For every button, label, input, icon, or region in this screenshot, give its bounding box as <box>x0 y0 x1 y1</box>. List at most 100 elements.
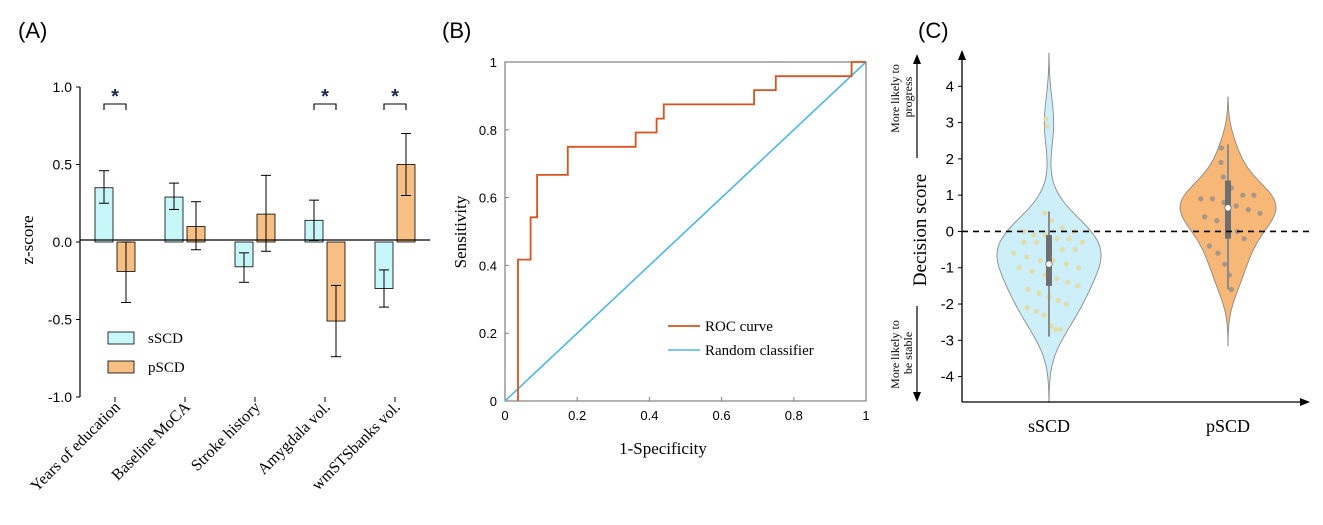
data-point-pscd <box>1220 174 1226 180</box>
a-ytick-label: -1.0 <box>48 389 72 405</box>
panel-c-y-label: Decision score <box>910 174 931 286</box>
data-point-pscd <box>1245 207 1251 213</box>
panel-a-legend: sSCD pSCD <box>107 331 185 376</box>
panel-b-ticks: 0 0.2 0.4 0.6 0.8 1 0 0.2 0.4 0.6 0.8 1 <box>479 55 870 423</box>
median-marker-pscd <box>1224 204 1232 212</box>
annotation-progress-line1: More likely to <box>888 64 902 133</box>
stable-arrowhead <box>913 392 921 402</box>
data-point-sscd <box>1054 276 1060 282</box>
data-point-sscd <box>1050 257 1056 264</box>
a-ytick-label: 0.0 <box>53 234 73 250</box>
data-point-sscd <box>1059 247 1065 253</box>
legend-label-sscd: sSCD <box>148 331 183 347</box>
significance-bracket <box>103 103 127 110</box>
annotation-progress-line2: progress <box>901 76 915 117</box>
legend-label-roc: ROC curve <box>705 319 773 335</box>
c-ytick-label: 2 <box>946 151 954 168</box>
panel-c: (C) 4 3 2 1 0 -1 -2 -3 -4 sSCD pSCD Decision scor… <box>888 18 1310 436</box>
legend-label-random: Random classifier <box>705 343 814 359</box>
data-point-sscd <box>1076 265 1082 271</box>
data-point-sscd <box>1029 268 1035 274</box>
data-point-sscd <box>1041 312 1047 318</box>
c-xtick-label: sSCD <box>1028 416 1070 436</box>
panel-a: (A) * * * 1.0 0.5 0.0 -0.5 -1.0 Years of educa… <box>18 18 430 495</box>
data-point-sscd <box>1031 232 1037 238</box>
iqr-box-sscd <box>1046 235 1052 286</box>
data-point-sscd <box>1033 308 1039 314</box>
data-point-pscd <box>1222 261 1228 267</box>
data-point-sscd <box>1072 247 1078 253</box>
panel-a-label: (A) <box>18 18 47 43</box>
a-xtick-label: Stroke history <box>188 399 264 475</box>
data-point-sscd <box>1021 239 1027 245</box>
panel-a-bars <box>94 164 416 322</box>
data-point-sscd <box>1037 257 1043 264</box>
data-point-sscd <box>1052 326 1059 332</box>
c-ytick-label: -4 <box>941 369 954 386</box>
data-point-sscd <box>1036 290 1042 296</box>
data-point-pscd <box>1241 236 1247 242</box>
data-point-pscd <box>1257 210 1263 216</box>
panel-b: (B) 0 0.2 0.4 0.6 0.8 1 0 0.2 0.4 0.6 0.8 1 1-Speci… <box>442 18 870 458</box>
b-ytick-label: 1 <box>490 55 497 70</box>
data-point-sscd <box>1054 236 1060 242</box>
data-point-sscd <box>1024 305 1030 311</box>
data-point-pscd <box>1202 214 1208 220</box>
data-point-pscd <box>1251 192 1257 198</box>
random-classifier-line <box>504 61 867 402</box>
c-ytick-label: 4 <box>946 78 954 95</box>
panel-b-y-label: Sensitivity <box>451 195 470 268</box>
c-ytick-label: -3 <box>941 332 954 349</box>
data-point-sscd <box>1079 239 1085 245</box>
panel-b-frame <box>504 61 867 402</box>
panel-c-violins <box>996 52 1277 403</box>
b-ytick-label: 0 <box>490 394 497 409</box>
c-ytick-label: 1 <box>946 187 954 204</box>
data-point-sscd <box>1042 210 1048 216</box>
median-marker-sscd <box>1045 260 1053 268</box>
c-ytick-label: 0 <box>946 223 954 240</box>
progress-arrowhead <box>913 54 921 64</box>
annotation-stable: More likely to be stable <box>888 306 921 402</box>
b-xtick-label: 0.2 <box>568 408 586 423</box>
panel-a-significance: * * * <box>103 86 407 110</box>
panel-c-y-ticks: 4 3 2 1 0 -1 -2 -3 -4 <box>941 78 962 386</box>
data-point-sscd <box>1075 283 1081 289</box>
a-ytick-label: 0.5 <box>53 157 73 173</box>
data-point-sscd <box>1049 218 1055 224</box>
significance-bracket <box>313 103 337 110</box>
a-ytick-label: -0.5 <box>48 312 72 328</box>
annotation-stable-line2: be stable <box>901 332 915 374</box>
significance-star: * <box>321 86 329 108</box>
data-point-pscd <box>1209 196 1215 202</box>
b-ytick-label: 0.2 <box>479 326 497 341</box>
b-ytick-label: 0.8 <box>479 123 497 138</box>
panel-b-legend: ROC curve Random classifier <box>668 319 814 359</box>
x-axis-arrowhead <box>1300 398 1310 406</box>
b-xtick-label: 0.4 <box>640 408 658 423</box>
data-point-pscd <box>1206 243 1212 249</box>
panel-a-y-label: z-score <box>18 215 37 264</box>
data-point-sscd <box>1059 225 1065 231</box>
b-xtick-label: 0.6 <box>713 408 731 423</box>
data-point-sscd <box>1055 297 1061 303</box>
data-point-sscd <box>1021 228 1027 234</box>
data-point-sscd <box>1065 279 1071 285</box>
roc-curve-line <box>517 61 866 401</box>
a-xtick-label: Years of education <box>27 399 123 495</box>
y-axis-arrowhead <box>958 50 966 60</box>
significance-star: * <box>111 86 119 108</box>
significance-star: * <box>391 86 399 108</box>
data-point-sscd <box>1044 123 1050 129</box>
annotation-progress: More likely to progress <box>888 54 921 158</box>
data-point-sscd <box>1043 116 1049 122</box>
b-xtick-label: 1 <box>862 408 869 423</box>
b-xtick-label: 0.8 <box>785 408 803 423</box>
data-point-pscd <box>1214 218 1220 224</box>
panel-c-boxes <box>1045 144 1232 337</box>
data-point-pscd <box>1240 192 1246 198</box>
data-point-sscd <box>1016 265 1022 271</box>
a-ytick-label: 1.0 <box>53 79 73 95</box>
panel-c-points <box>1011 116 1263 332</box>
